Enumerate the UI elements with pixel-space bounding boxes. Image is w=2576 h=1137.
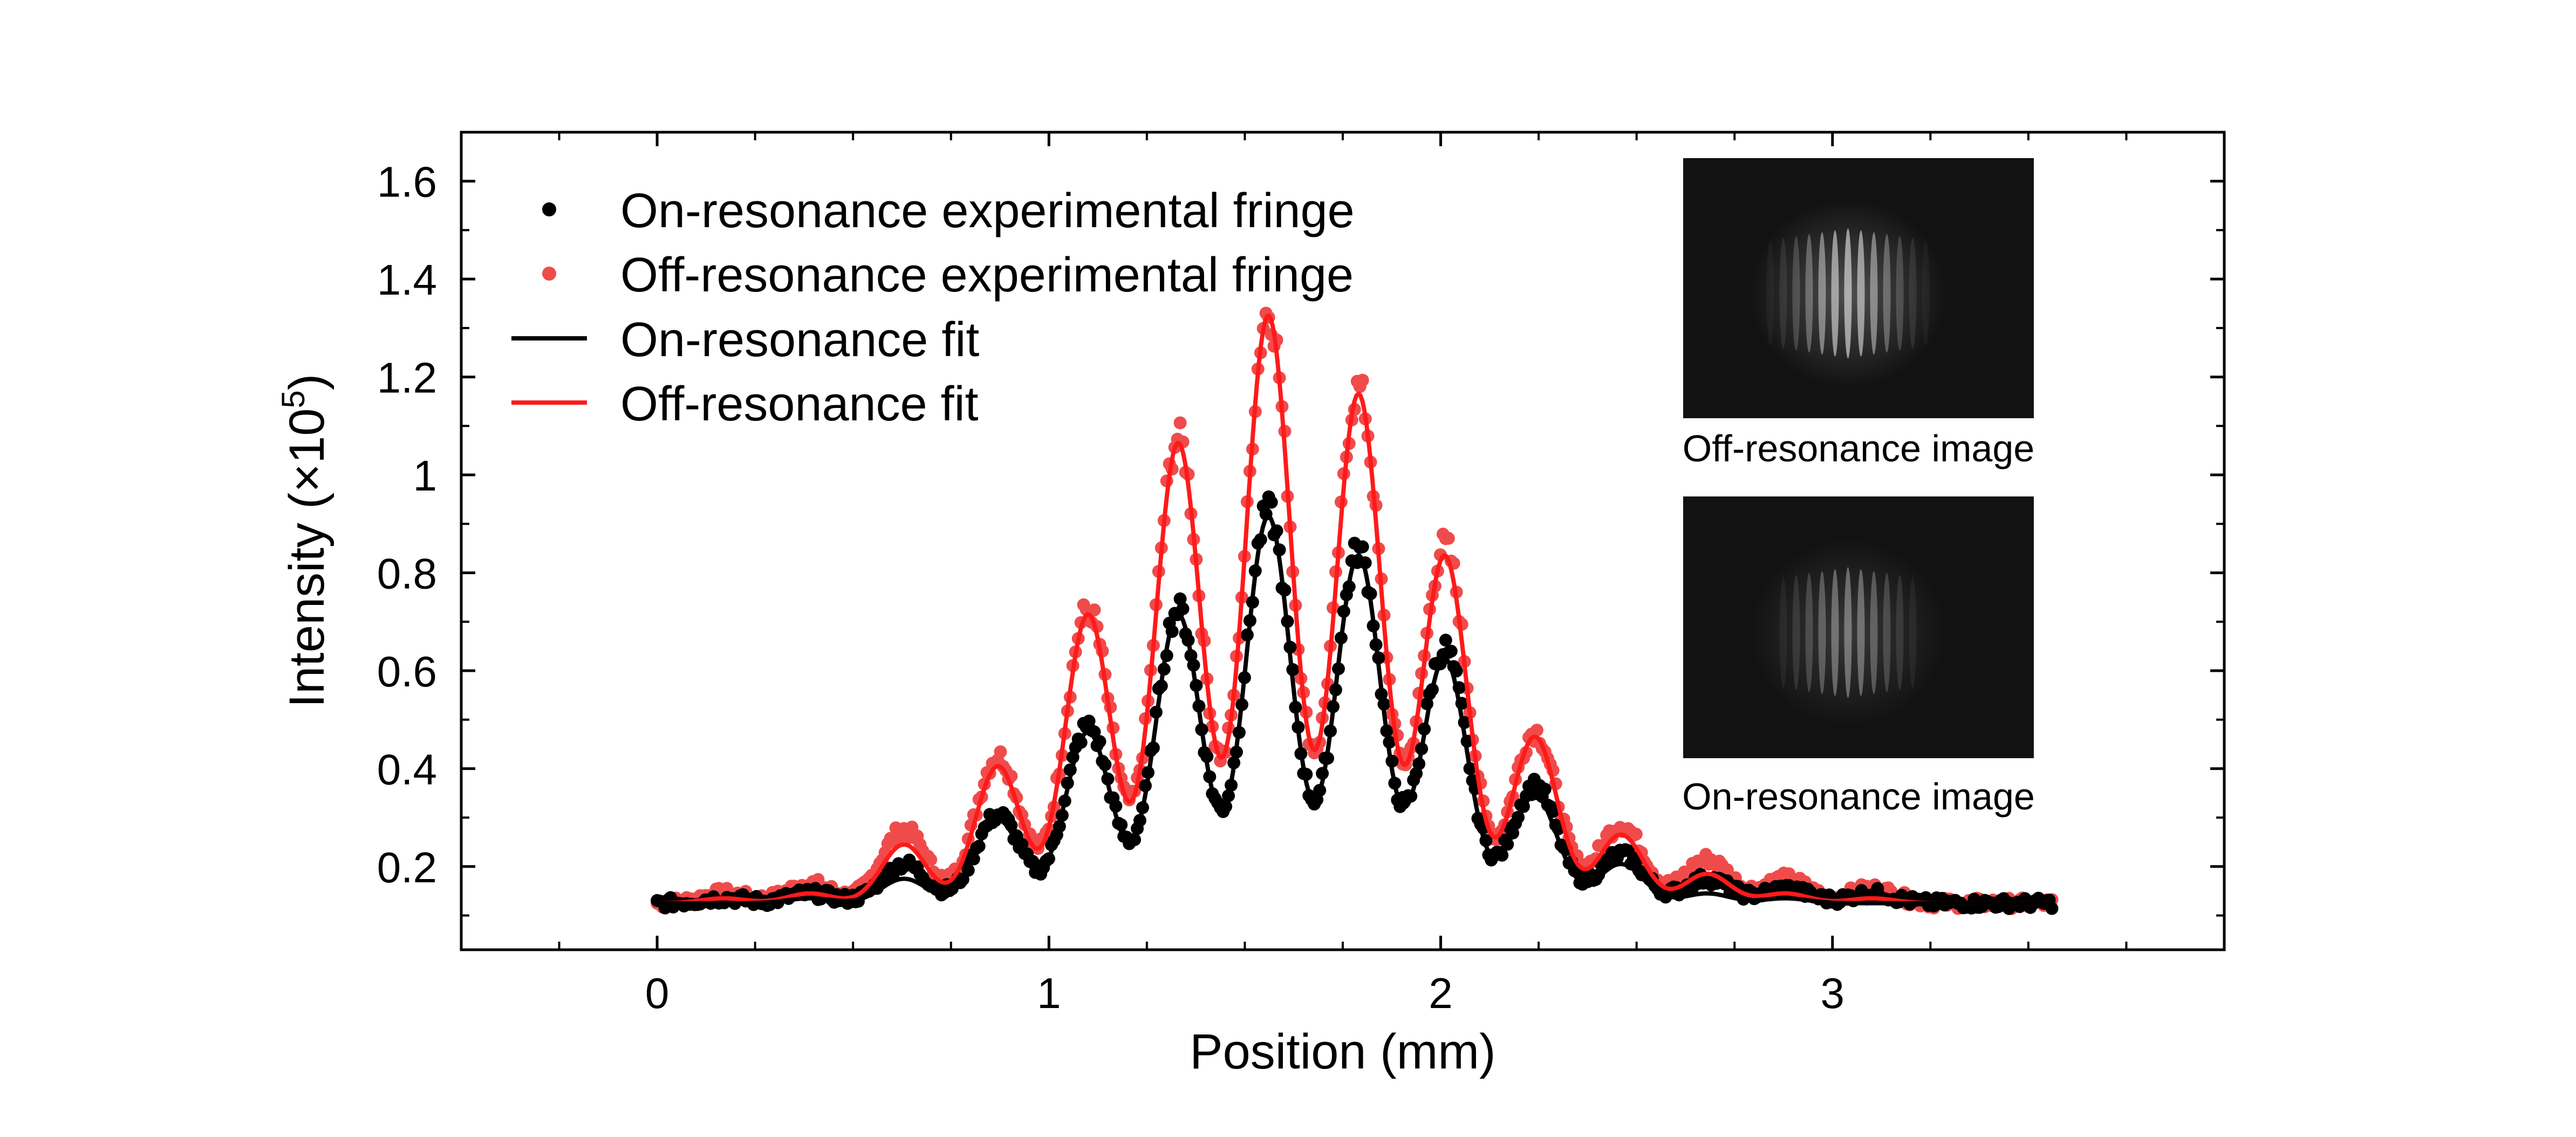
off-resonance-inset-image [1683, 158, 2034, 418]
legend-label-off-resonance-experimental: Off-resonance experimental fringe [620, 248, 1354, 302]
fringe-stripe [1831, 569, 1839, 696]
on-resonance-inset-caption: On-resonance image [1682, 775, 2035, 818]
fringe-stripe [1779, 577, 1787, 689]
data-point [1173, 592, 1187, 605]
fringe-stripe [1922, 240, 1930, 347]
data-point [1356, 373, 1369, 387]
fringe-stripe [1896, 575, 1904, 690]
data-point [1176, 602, 1190, 616]
data-point [1530, 724, 1543, 737]
fringe-stripe [1792, 236, 1800, 351]
fringe-stripe [1779, 238, 1787, 349]
y-tick-label: 0.2 [377, 843, 437, 891]
off-resonance-inset-caption: Off-resonance image [1683, 427, 2034, 469]
y-tick-label: 0.4 [377, 745, 437, 793]
y-tick-label: 0.8 [377, 549, 437, 597]
data-point [1173, 416, 1187, 430]
data-point [1439, 634, 1452, 647]
data-point [1265, 495, 1278, 509]
fringe-stripe [1818, 232, 1826, 355]
legend: On-resonance experimental fringe Off-res… [511, 184, 1355, 431]
series-layer [651, 307, 2059, 915]
data-point [1088, 603, 1101, 617]
legend-label-on-resonance-experimental: On-resonance experimental fringe [620, 184, 1355, 238]
fringe-stripe [1818, 571, 1826, 695]
y-axis-label: Intensity (×105) [275, 374, 334, 708]
data-point [994, 745, 1007, 759]
fringe-stripe [1831, 230, 1839, 357]
fit-line [657, 514, 2052, 905]
legend-marker-on-resonance-experimental [542, 202, 556, 216]
fringe-stripe [1857, 569, 1865, 696]
x-axis-label: Position (mm) [1190, 1024, 1495, 1079]
y-tick-label: 1.2 [377, 354, 437, 402]
legend-label-on-resonance-fit: On-resonance fit [620, 313, 979, 367]
on-resonance-inset-image [1683, 496, 2034, 758]
x-tick-label: 1 [1037, 969, 1061, 1017]
data-point [1441, 532, 1455, 545]
data-point [1356, 540, 1369, 554]
fringe-stripe [1870, 571, 1878, 695]
data-point [1629, 827, 1643, 841]
y-tick-label: 1.6 [377, 158, 437, 206]
y-tick-label: 1.4 [377, 256, 437, 304]
fringe-stripe [1909, 238, 1917, 349]
fringe-stripe [1870, 232, 1878, 355]
y-tick-label: 0.6 [377, 648, 437, 696]
x-tick-label: 3 [1821, 969, 1845, 1017]
data-point [1444, 644, 1458, 658]
fringe-stripe [1805, 234, 1813, 353]
fringe-stripe [1883, 573, 1891, 692]
fringe-stripe [1792, 575, 1800, 690]
fringe-stripe [1896, 236, 1904, 351]
fringe-stripe [1909, 577, 1917, 689]
fringe-stripe [1767, 240, 1774, 347]
legend-marker-off-resonance-experimental [542, 267, 556, 281]
fringe-stripe [1805, 573, 1813, 692]
axes-layer: 0 1 2 3 0.2 0.4 0.6 0.8 1 1.2 1.4 1.6 [377, 131, 2225, 1017]
data-point [924, 853, 938, 867]
series-on-resonance-fit [657, 514, 2052, 905]
fringe-stripe [1844, 567, 1852, 698]
legend-label-off-resonance-fit: Off-resonance fit [620, 377, 979, 431]
fringe-glow [1750, 538, 1946, 727]
data-point [1538, 782, 1552, 796]
fringe-stripe [1857, 230, 1865, 357]
fringe-stripe [1844, 228, 1852, 359]
fringe-stripe [1883, 234, 1891, 353]
y-tick-label: 1 [413, 452, 438, 500]
x-tick-label: 2 [1429, 969, 1453, 1017]
x-tick-label: 0 [645, 969, 669, 1017]
